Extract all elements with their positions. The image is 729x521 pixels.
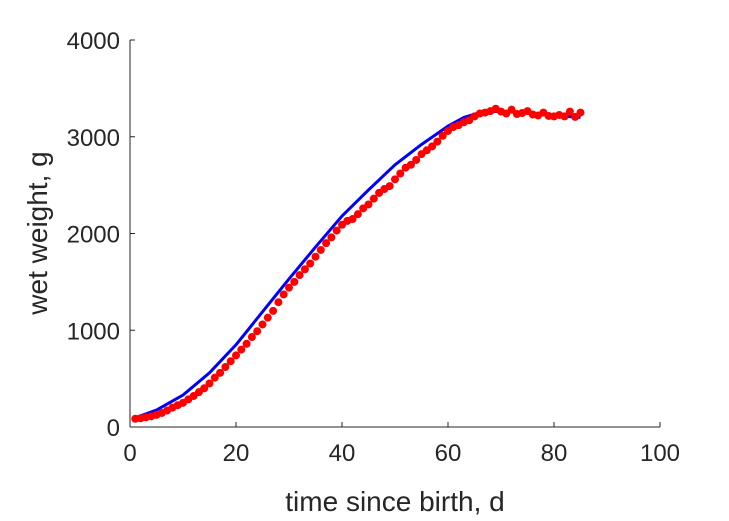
data-point — [348, 214, 357, 223]
data-point — [311, 252, 320, 261]
data-point — [369, 194, 378, 203]
data-point — [295, 271, 304, 280]
data-point — [242, 339, 251, 348]
data-point — [253, 327, 262, 336]
data-point — [576, 108, 585, 117]
data-point — [200, 384, 209, 393]
data-point — [258, 320, 267, 329]
data-point — [210, 373, 219, 382]
data-point — [221, 363, 230, 372]
data-point — [237, 345, 246, 354]
y-ticks: 0 1000 2000 3000 4000 — [67, 28, 135, 442]
data-point — [571, 112, 580, 121]
data-point — [353, 210, 362, 219]
data-point — [300, 265, 309, 274]
data-point — [247, 333, 256, 342]
data-point — [226, 357, 235, 366]
y-tick-label: 4000 — [67, 28, 120, 55]
data-point — [507, 105, 516, 114]
data-point — [560, 112, 569, 121]
data-point — [433, 137, 442, 146]
data-point — [279, 290, 288, 299]
data-point — [327, 233, 336, 242]
y-tick-label: 3000 — [67, 125, 120, 152]
x-tick-label: 40 — [329, 440, 356, 467]
data-point — [438, 131, 447, 140]
data-point — [263, 313, 272, 322]
y-axis-label: wet weight, g — [22, 151, 53, 315]
data-point — [364, 200, 373, 209]
x-axis-label: time since birth, d — [285, 486, 504, 517]
data-point — [391, 175, 399, 184]
axes — [129, 40, 660, 428]
data-point — [285, 283, 293, 292]
data-point — [205, 379, 214, 388]
x-tick-label: 60 — [435, 440, 462, 467]
data-point — [428, 142, 437, 151]
data-point — [274, 298, 283, 307]
y-tick-label: 1000 — [67, 318, 120, 345]
data-point — [385, 182, 394, 191]
data-point — [290, 277, 299, 286]
x-tick-label: 100 — [640, 440, 680, 467]
data-point — [332, 226, 341, 235]
data-point — [232, 351, 240, 360]
data-point — [269, 306, 278, 315]
y-tick-label: 0 — [107, 415, 120, 442]
x-tick-label: 80 — [541, 440, 568, 467]
plot-area — [131, 104, 585, 423]
data-point — [565, 107, 574, 116]
x-tick-label: 20 — [223, 440, 250, 467]
data-point — [412, 155, 421, 164]
x-ticks: 0 20 40 60 80 100 — [123, 422, 680, 467]
data-point — [316, 245, 325, 254]
y-tick-label: 2000 — [67, 222, 120, 249]
data-point — [406, 160, 415, 169]
fit-curve — [134, 109, 581, 420]
data-point — [216, 368, 225, 377]
data-point — [322, 239, 331, 248]
x-tick-label: 0 — [123, 440, 136, 467]
data-point — [306, 259, 315, 268]
data-point — [396, 169, 405, 178]
